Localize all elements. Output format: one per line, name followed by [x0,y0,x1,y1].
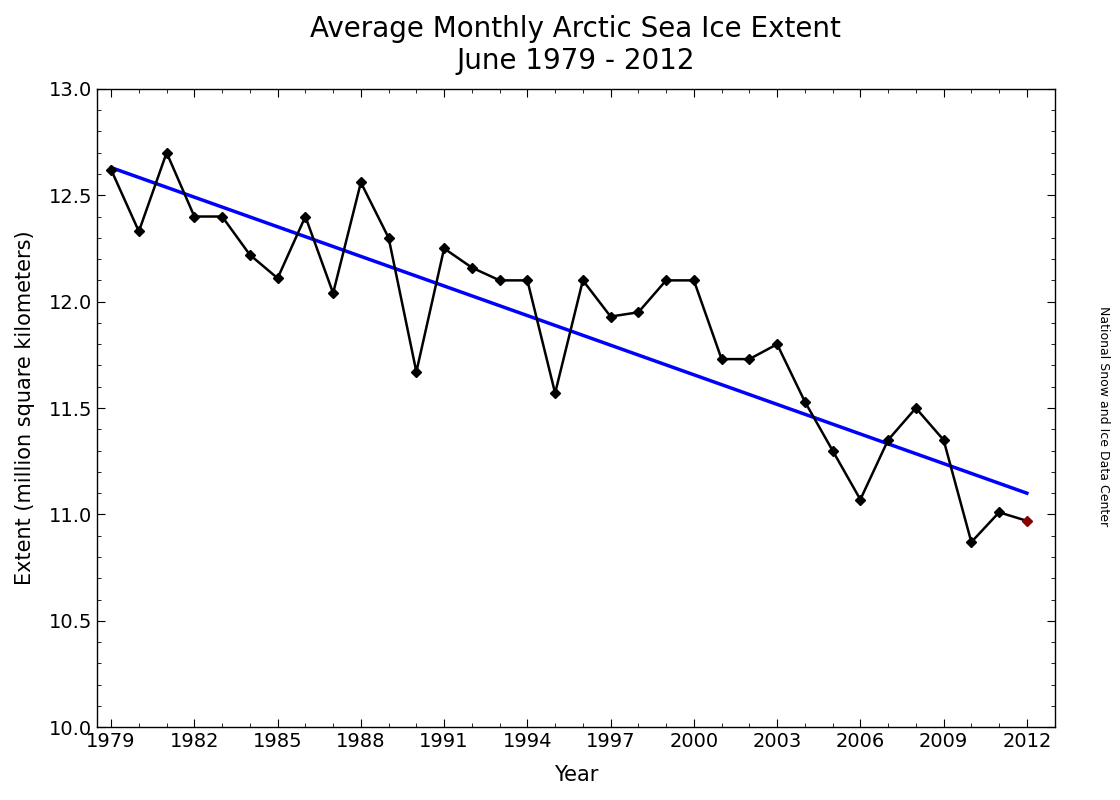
Text: National Snow and Ice Data Center: National Snow and Ice Data Center [1096,306,1110,526]
X-axis label: Year: Year [553,765,598,785]
Title: Average Monthly Arctic Sea Ice Extent
June 1979 - 2012: Average Monthly Arctic Sea Ice Extent Ju… [310,15,841,75]
Y-axis label: Extent (million square kilometers): Extent (million square kilometers) [15,230,35,586]
